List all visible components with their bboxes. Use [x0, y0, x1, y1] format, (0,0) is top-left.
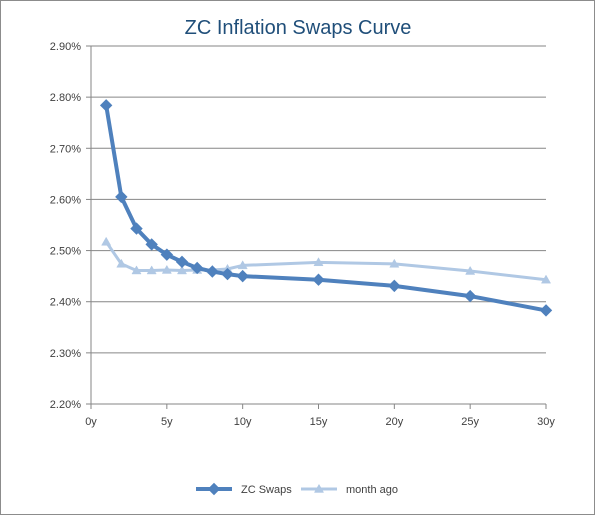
legend-marker: [207, 482, 221, 496]
data-point: [389, 258, 400, 268]
x-tick-label: 30y: [537, 416, 555, 428]
y-tick-label: 2.40%: [50, 297, 81, 309]
x-tick-label: 20y: [385, 416, 403, 428]
axes: [86, 45, 547, 409]
data-point: [313, 257, 324, 267]
data-point: [175, 255, 189, 269]
x-tick-label: 0y: [85, 416, 97, 428]
data-point: [176, 265, 188, 275]
y-tick-label: 2.70%: [50, 143, 81, 155]
data-point: [145, 238, 158, 251]
series-line: [104, 240, 548, 282]
data-point: [160, 248, 174, 261]
legend-label: month ago: [346, 484, 398, 496]
data-point: [131, 265, 142, 275]
legend-item: month ago: [301, 483, 398, 496]
y-tick-label: 2.80%: [50, 92, 81, 104]
data-point: [312, 273, 325, 286]
legend-item: ZC Swaps: [196, 482, 292, 496]
x-axis-tick-labels: 0y 5y 10y 15y 20y 25y 30y: [85, 416, 555, 428]
data-point: [161, 264, 172, 274]
series-month-ago: [101, 236, 552, 284]
y-tick-label: 2.30%: [50, 348, 81, 360]
data-point: [101, 236, 112, 246]
data-point: [190, 261, 204, 275]
x-tick-label: 10y: [234, 416, 252, 428]
data-point: [206, 265, 219, 278]
data-point: [463, 289, 477, 303]
data-point: [539, 304, 553, 317]
data-point: [146, 265, 157, 275]
x-tick-label: 5y: [161, 416, 173, 428]
y-tick-label: 2.90%: [50, 41, 81, 53]
data-point: [130, 222, 143, 235]
data-point: [237, 260, 248, 270]
gridlines: [91, 45, 546, 354]
data-point: [99, 99, 113, 112]
series-lines: [99, 99, 553, 317]
data-point: [388, 279, 401, 293]
legend: ZC Swaps month ago: [196, 482, 398, 496]
data-point: [115, 190, 128, 204]
y-tick-label: 2.60%: [50, 194, 81, 206]
x-tick-label: 15y: [310, 416, 328, 428]
y-axis-tick-labels: 2.20% 2.30% 2.40% 2.50% 2.60% 2.70% 2.80% 2.90%: [50, 41, 81, 411]
y-tick-label: 2.50%: [50, 246, 81, 258]
data-point: [116, 258, 127, 268]
data-point: [540, 274, 552, 284]
x-tick-label: 25y: [461, 416, 479, 428]
legend-label: ZC Swaps: [241, 484, 292, 496]
data-point: [221, 267, 234, 281]
series-line: [104, 103, 548, 313]
chart-title: ZC Inflation Swaps Curve: [185, 17, 412, 39]
data-point: [236, 269, 249, 283]
y-tick-label: 2.20%: [50, 399, 81, 411]
data-point: [465, 265, 476, 275]
series-zc-swaps: [99, 99, 553, 317]
legend-marker: [313, 483, 325, 493]
